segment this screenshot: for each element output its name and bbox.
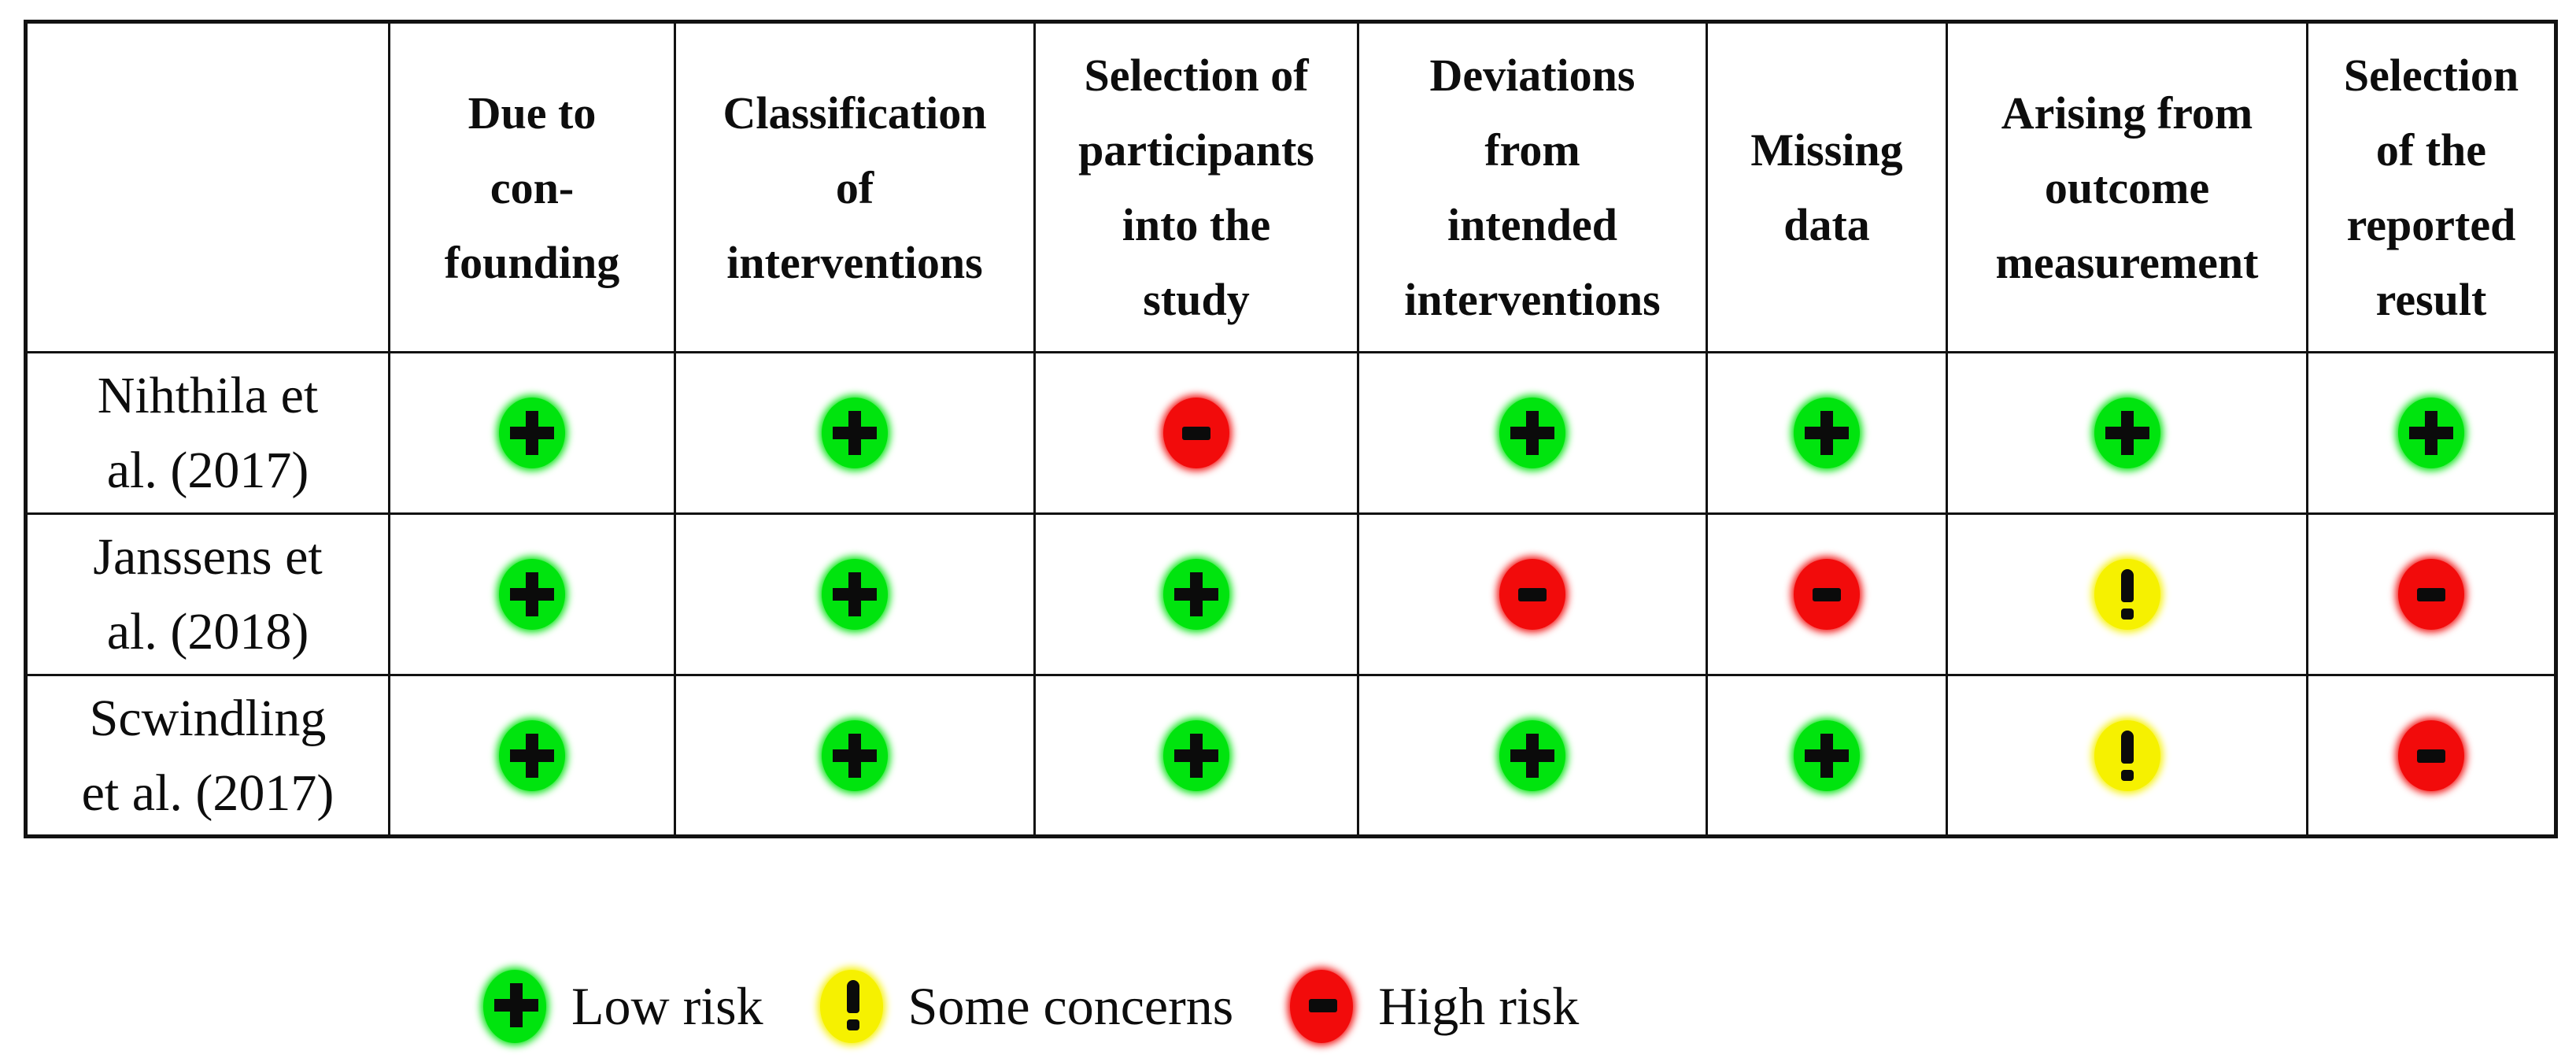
rating-cell — [1946, 512, 2308, 676]
column-header-arising-from-outcome-measurement: Arising from outcome measurement — [1946, 20, 2308, 353]
study-row-janssens-et-al-2018: Janssens et al. (2018) — [24, 512, 2557, 676]
study-row-nihthila-et-al-2017: Nihthila et al. (2017) — [24, 351, 2557, 515]
column-header-missing-data: Missing data — [1706, 20, 1948, 353]
corner-cell — [24, 20, 390, 353]
low-risk-icon — [1163, 559, 1229, 630]
rating-cell — [1706, 512, 1948, 676]
low-risk-icon — [499, 559, 565, 630]
high-risk-icon — [1163, 398, 1229, 468]
low-risk-icon — [499, 720, 565, 791]
rating-cell — [1706, 674, 1948, 838]
some-concerns-icon — [2094, 559, 2160, 630]
rating-cell — [1033, 512, 1359, 676]
header-row: Due to con- founding Classification of in… — [24, 20, 2557, 353]
study-name: Nihthila et al. (2017) — [24, 351, 390, 515]
study-name: Janssens et al. (2018) — [24, 512, 390, 676]
rating-cell — [1033, 351, 1359, 515]
rating-cell — [1033, 674, 1359, 838]
rating-cell — [1357, 351, 1708, 515]
rating-cell — [2306, 512, 2557, 676]
high-risk-icon — [1794, 559, 1860, 630]
column-header-due-to-con-founding: Due to con- founding — [388, 20, 676, 353]
rating-cell — [388, 674, 676, 838]
rating-cell — [1946, 674, 2308, 838]
some-concerns-icon — [2094, 720, 2160, 791]
legend-item-some-concerns: Some concerns — [819, 967, 1234, 1045]
low-risk-icon — [2398, 398, 2464, 468]
rating-cell — [388, 512, 676, 676]
legend-item-high-risk: High risk — [1290, 967, 1579, 1045]
column-header-selection-of-participants-into-the-study: Selection of participants into the study — [1033, 20, 1359, 353]
low-risk-icon — [822, 559, 888, 630]
study-row-scwindling-et-al-2017: Scwindling et al. (2017) — [24, 674, 2557, 838]
low-risk-icon — [1794, 398, 1860, 468]
rating-cell — [2306, 351, 2557, 515]
legend: Low risk Some concerns High risk — [483, 967, 1579, 1045]
low-risk-icon — [1499, 720, 1565, 791]
low-risk-icon — [822, 398, 888, 468]
high-risk-icon — [2398, 720, 2464, 791]
high-risk-icon — [1499, 559, 1565, 630]
rating-cell — [674, 512, 1036, 676]
high-risk-icon — [1290, 969, 1354, 1043]
column-header-deviations-from-intended-interventions: Deviations from intended interventions — [1357, 20, 1708, 353]
rating-cell — [2306, 674, 2557, 838]
low-risk-icon — [822, 720, 888, 791]
column-header-classification-of-interventions: Classification of interventions — [674, 20, 1036, 353]
risk-of-bias-table: Due to con- founding Classification of in… — [24, 20, 2558, 838]
rating-cell — [674, 351, 1036, 515]
low-risk-icon — [2094, 398, 2160, 468]
low-risk-icon — [483, 969, 546, 1043]
legend-label: High risk — [1378, 976, 1580, 1036]
some-concerns-icon — [819, 969, 883, 1043]
rating-cell — [1946, 351, 2308, 515]
low-risk-icon — [1499, 398, 1565, 468]
low-risk-icon — [499, 398, 565, 468]
legend-item-low-risk: Low risk — [483, 967, 763, 1045]
legend-label: Some concerns — [907, 976, 1234, 1036]
high-risk-icon — [2398, 559, 2464, 630]
low-risk-icon — [1794, 720, 1860, 791]
column-header-selection-of-the-reported-result: Selection of the reported result — [2306, 20, 2557, 353]
rating-cell — [388, 351, 676, 515]
rating-cell — [1357, 674, 1708, 838]
study-name: Scwindling et al. (2017) — [24, 674, 390, 838]
legend-label: Low risk — [571, 976, 763, 1036]
rating-cell — [674, 674, 1036, 838]
low-risk-icon — [1163, 720, 1229, 791]
rating-cell — [1357, 512, 1708, 676]
rating-cell — [1706, 351, 1948, 515]
